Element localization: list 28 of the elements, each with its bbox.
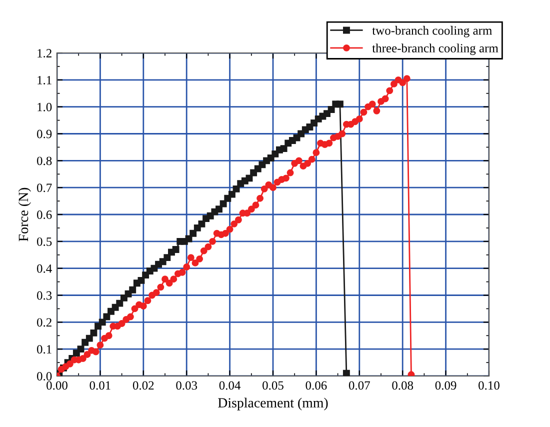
y-tick-label: 1.2 [38, 49, 52, 58]
y-tick-label: 0.4 [36, 264, 52, 273]
x-tick-label: 0.03 [176, 381, 198, 390]
x-axis-title: Displacement (mm) [218, 398, 328, 410]
y-tick-label: 0.6 [36, 210, 52, 220]
x-tick-label: 0.08 [392, 381, 414, 390]
x-tick-label: 0.01 [90, 381, 110, 390]
x-tick-label: 0.06 [306, 381, 327, 390]
x-tick-label: 0.04 [219, 381, 241, 390]
y-tick-label: 0.0 [36, 372, 52, 381]
x-tick-label: 0.07 [348, 381, 370, 390]
x-tick-label: 0.02 [132, 381, 154, 390]
y-tick-label: 0.5 [36, 237, 52, 246]
x-tick-label: 0.10 [478, 381, 500, 390]
x-tick-label: 0.09 [435, 381, 456, 390]
x-tick-label: 0.05 [262, 381, 284, 390]
y-tick-label: 0.2 [36, 318, 52, 327]
y-axis-title: Force (N) [18, 188, 31, 242]
x-tick-label: 0.00 [46, 381, 68, 390]
legend-label: three-branch cooling arm [372, 44, 498, 55]
y-tick-label: 0.7 [36, 184, 52, 192]
legend-label: two-branch cooling arm [372, 26, 492, 38]
y-tick-label: 1.1 [38, 76, 52, 84]
y-tick-label: 0.8 [36, 156, 52, 166]
y-tick-label: 0.1 [36, 345, 52, 354]
y-tick-label: 0.3 [36, 291, 52, 300]
y-tick-label: 1.0 [38, 102, 52, 112]
y-tick-label: 0.9 [36, 130, 52, 138]
